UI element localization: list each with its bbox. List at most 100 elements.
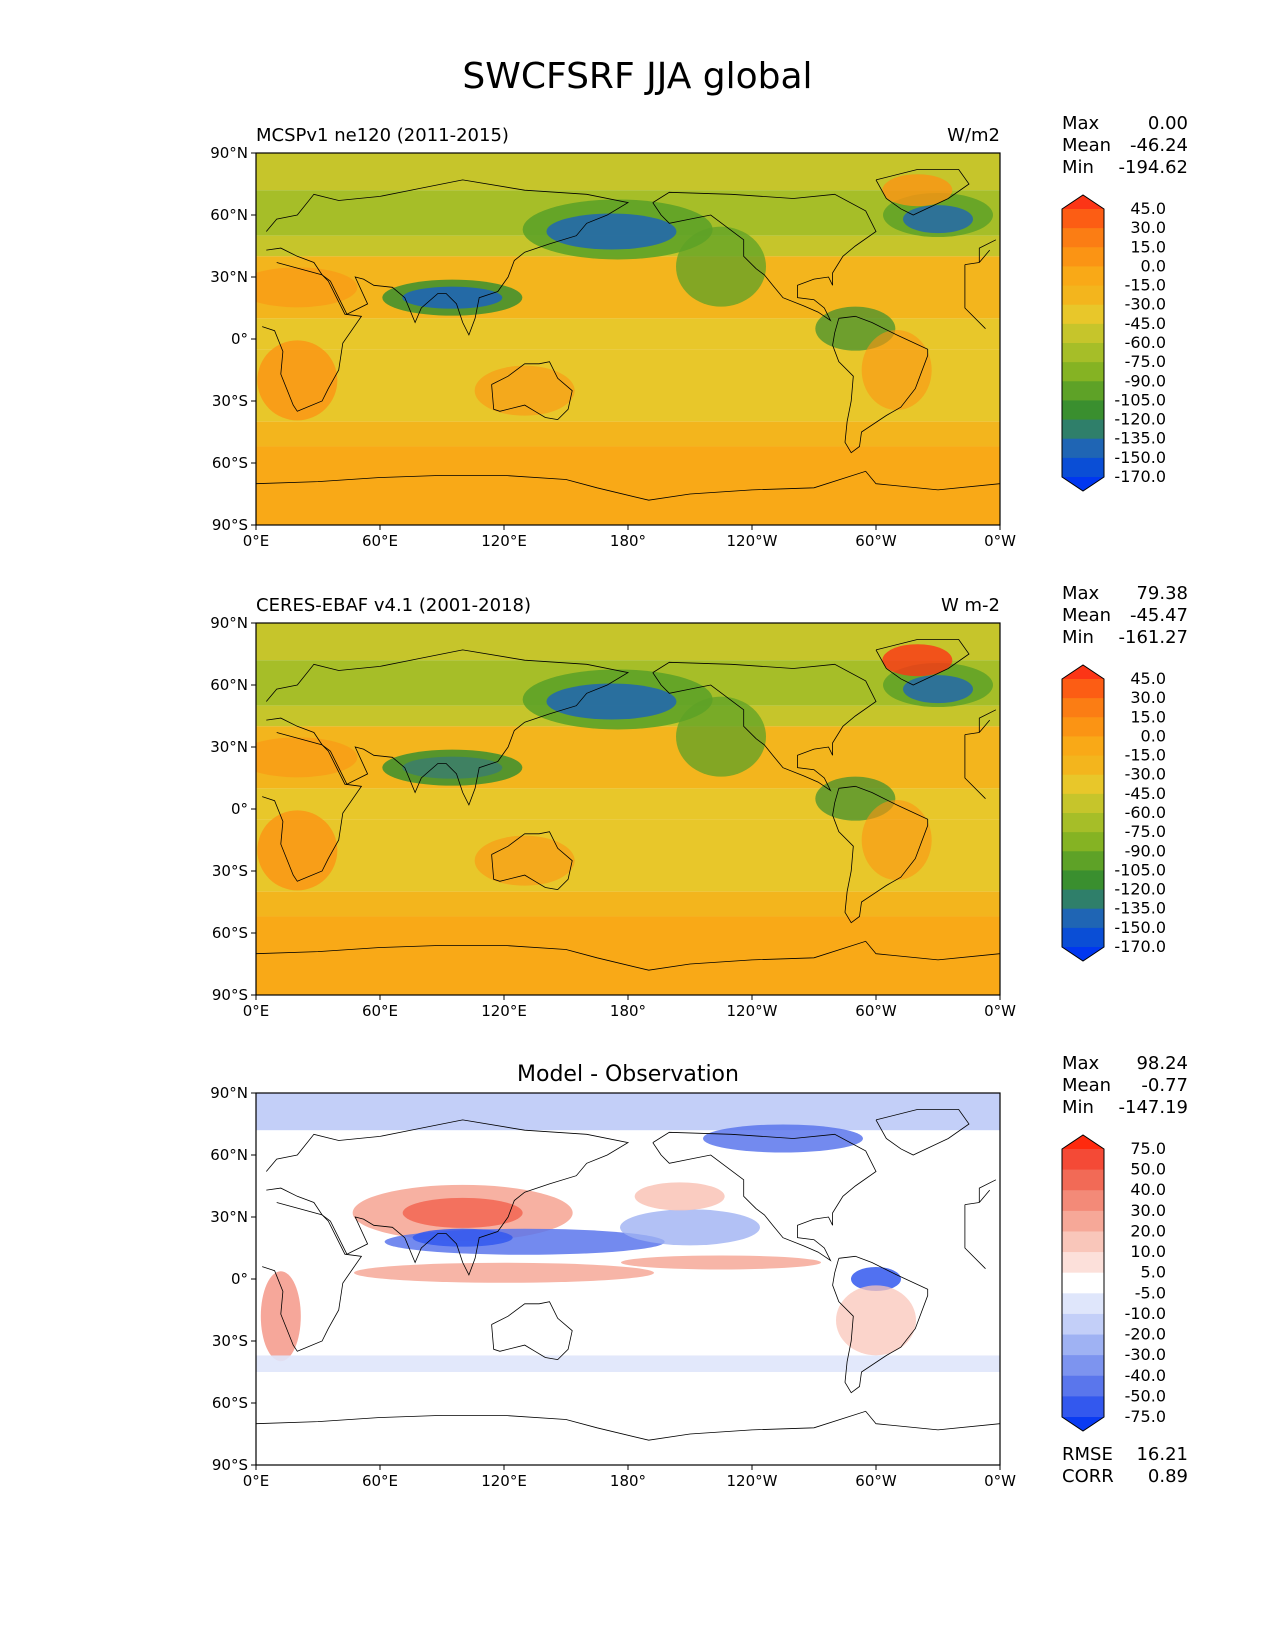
colorbar-level-label: -75.0 (1125, 822, 1166, 841)
lon-tick-label: 120°E (481, 1472, 527, 1490)
lat-tick-label: 60°N (210, 1146, 248, 1164)
stat-label: Mean (1062, 1075, 1111, 1096)
lat-tick-label: 60°S (212, 454, 248, 472)
lon-tick-label: 180° (610, 1002, 646, 1020)
colorbar: 45.030.015.00.0-15.0-30.0-45.0-60.0-75.0… (1061, 664, 1166, 962)
lat-tick-label: 30°S (212, 392, 248, 410)
stat-label: Min (1062, 1097, 1094, 1118)
colorbar-level-label: 20.0 (1130, 1221, 1166, 1240)
colorbar-level-label: -45.0 (1125, 314, 1166, 333)
lon-tick-label: 60°W (855, 1472, 897, 1490)
colorbar-segment (1062, 1313, 1104, 1336)
colorbar-segment (1062, 1355, 1104, 1377)
colorbar-level-label: -150.0 (1114, 918, 1166, 937)
colorbar-segment (1062, 927, 1104, 948)
coastline (265, 649, 997, 806)
stat-value: 98.24 (1136, 1053, 1188, 1074)
colorbar-level-label: -90.0 (1125, 371, 1166, 390)
stats-block: Max 0.00 Mean -46.24 Min -194.62 (1062, 113, 1188, 178)
colorbar-segment (1062, 889, 1104, 910)
footer-stat-value: 0.89 (1148, 1466, 1188, 1487)
colorbar-level-label: -75.0 (1125, 1407, 1166, 1426)
colorbar-level-label: -150.0 (1114, 448, 1166, 467)
stat-label: Max (1062, 583, 1100, 604)
colorbar-level-label: 0.0 (1141, 726, 1166, 745)
colorbar-segment (1062, 266, 1104, 287)
lon-tick-label: 0°E (243, 532, 270, 550)
colorbar-level-label: -170.0 (1114, 467, 1166, 486)
colorbar-segment (1062, 1252, 1104, 1274)
colorbar-extend-min (1062, 1417, 1104, 1431)
stat-value: 0.00 (1148, 113, 1188, 134)
panel-left-title: CERES-EBAF v4.1 (2001-2018) (256, 595, 531, 616)
lon-tick-label: 60°E (362, 1002, 398, 1020)
stat-value: -46.24 (1130, 135, 1188, 156)
colorbar: 45.030.015.00.0-15.0-30.0-45.0-60.0-75.0… (1061, 194, 1166, 492)
coastline (875, 639, 970, 686)
colorbar-outline (1061, 1134, 1105, 1432)
stat-value: -45.47 (1130, 605, 1188, 626)
colorbar-level-label: -30.0 (1125, 295, 1166, 314)
colorbar-level-label: 45.0 (1130, 199, 1166, 218)
colorbar-segment (1062, 813, 1104, 833)
colorbar-level-label: 40.0 (1130, 1180, 1166, 1199)
colorbar-segment (1062, 1334, 1104, 1356)
footer-stat-value: 16.21 (1136, 1444, 1188, 1465)
coastline (652, 1131, 877, 1262)
colorbar-level-label: -135.0 (1114, 429, 1166, 448)
coastline (875, 169, 970, 216)
figure-title: SWCFSRF JJA global (462, 56, 813, 97)
colorbar: 75.0 50.040.0 30.020.0 10.0 5.0-5.0 -10.0 -20.… (1061, 1134, 1166, 1432)
colorbar-level-label: 45.0 (1130, 669, 1166, 688)
panel-left-title: MCSPv1 ne120 (2011-2015) (256, 125, 509, 146)
colorbar-level-label: -170.0 (1114, 937, 1166, 956)
coastline (491, 831, 573, 891)
colorbar-segment (1062, 870, 1104, 891)
colorbar-level-label: 75.0 (1130, 1139, 1166, 1158)
lon-tick-label: 120°W (727, 532, 778, 550)
colorbar-level-label: -60.0 (1125, 333, 1166, 352)
lat-tick-label: 30°S (212, 862, 248, 880)
lat-tick-label: 90°S (212, 986, 248, 1004)
colorbar-segment (1062, 774, 1104, 795)
colorbar-level-label: -135.0 (1114, 899, 1166, 918)
colorbar-level-label: 50.0 (1130, 1160, 1166, 1179)
lat-tick-label: 60°S (212, 924, 248, 942)
lon-tick-label: 0°E (243, 1002, 270, 1020)
lat-tick-label: 0° (231, 1270, 248, 1288)
colorbar-segment (1062, 1272, 1104, 1294)
coastline (265, 1119, 997, 1276)
colorbar-level-label: 5.0 (1141, 1263, 1166, 1282)
lon-tick-label: 60°W (855, 532, 897, 550)
lat-tick-label: 30°N (210, 738, 248, 756)
lat-tick-label: 0° (231, 800, 248, 818)
coastline (262, 732, 986, 882)
lat-tick-label: 0° (231, 330, 248, 348)
lon-tick-label: 60°E (362, 532, 398, 550)
colorbar-extend-min (1062, 947, 1104, 961)
colorbar-segment (1062, 1190, 1104, 1212)
stat-value: -194.62 (1119, 157, 1188, 178)
lon-tick-label: 120°E (481, 1002, 527, 1020)
lon-tick-label: 120°W (727, 1002, 778, 1020)
colorbar-segment (1062, 419, 1104, 440)
coastline (491, 361, 573, 421)
lon-tick-label: 180° (610, 1472, 646, 1490)
map-panel-2: 90°N 60°N 30°N 0° 30°S 60°S 90°S0°E 60°E 120°E 18… (210, 583, 1188, 1020)
colorbar-segment (1062, 1396, 1104, 1418)
lon-tick-label: 120°E (481, 532, 527, 550)
coastline (262, 262, 986, 412)
lon-tick-label: 60°E (362, 1472, 398, 1490)
colorbar-level-label: -105.0 (1114, 390, 1166, 409)
colorbar-level-label: -45.0 (1125, 784, 1166, 803)
lat-tick-label: 90°N (210, 144, 248, 162)
lat-tick-label: 90°N (210, 1084, 248, 1102)
lat-tick-label: 60°S (212, 1394, 248, 1412)
colorbar-level-label: -15.0 (1125, 276, 1166, 295)
colorbar-segment (1062, 438, 1104, 459)
colorbar-segment (1062, 209, 1104, 229)
colorbar-outline (1061, 664, 1105, 962)
map-panel-3: 90°N 60°N 30°N 0° 30°S 60°S 90°S0°E 60°E 120°E 18… (210, 1053, 1188, 1490)
stat-value: -147.19 (1119, 1097, 1188, 1118)
